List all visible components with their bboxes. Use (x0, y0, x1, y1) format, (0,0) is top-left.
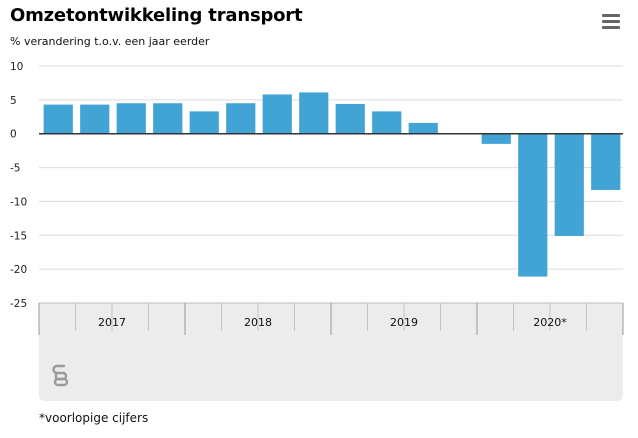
x-year-label: 2020* (533, 316, 567, 329)
bar (153, 103, 183, 134)
chart-title: Omzetontwikkeling transport (10, 5, 303, 26)
bar (43, 104, 73, 134)
footer-panel (39, 335, 623, 401)
bar (299, 92, 329, 134)
hamburger-menu-icon[interactable] (602, 14, 620, 30)
bar (226, 103, 256, 134)
y-tick-label: -25 (10, 298, 27, 310)
y-tick-label: -10 (10, 196, 27, 208)
bar (372, 111, 402, 134)
bar (591, 133, 621, 190)
bar (408, 122, 438, 134)
x-year-label: 2018 (244, 316, 272, 329)
bar (262, 94, 292, 134)
y-tick-label: 10 (10, 61, 23, 73)
y-tick-label: -5 (10, 163, 20, 175)
chart-subtitle: % verandering t.o.v. een jaar eerder (10, 35, 210, 48)
bar (116, 103, 146, 134)
bar (80, 104, 110, 134)
x-year-label: 2017 (98, 316, 126, 329)
bar (189, 111, 219, 134)
footnote: *voorlopige cijfers (39, 411, 149, 425)
bar (554, 133, 584, 236)
bar (518, 133, 548, 277)
y-tick-label: -20 (10, 264, 27, 276)
bar (481, 133, 511, 144)
y-tick-label: 0 (10, 129, 17, 141)
x-year-label: 2019 (390, 316, 418, 329)
y-tick-label: -15 (10, 230, 27, 242)
y-tick-label: 5 (10, 95, 17, 107)
cbs-logo (52, 364, 69, 387)
bar (335, 103, 365, 134)
